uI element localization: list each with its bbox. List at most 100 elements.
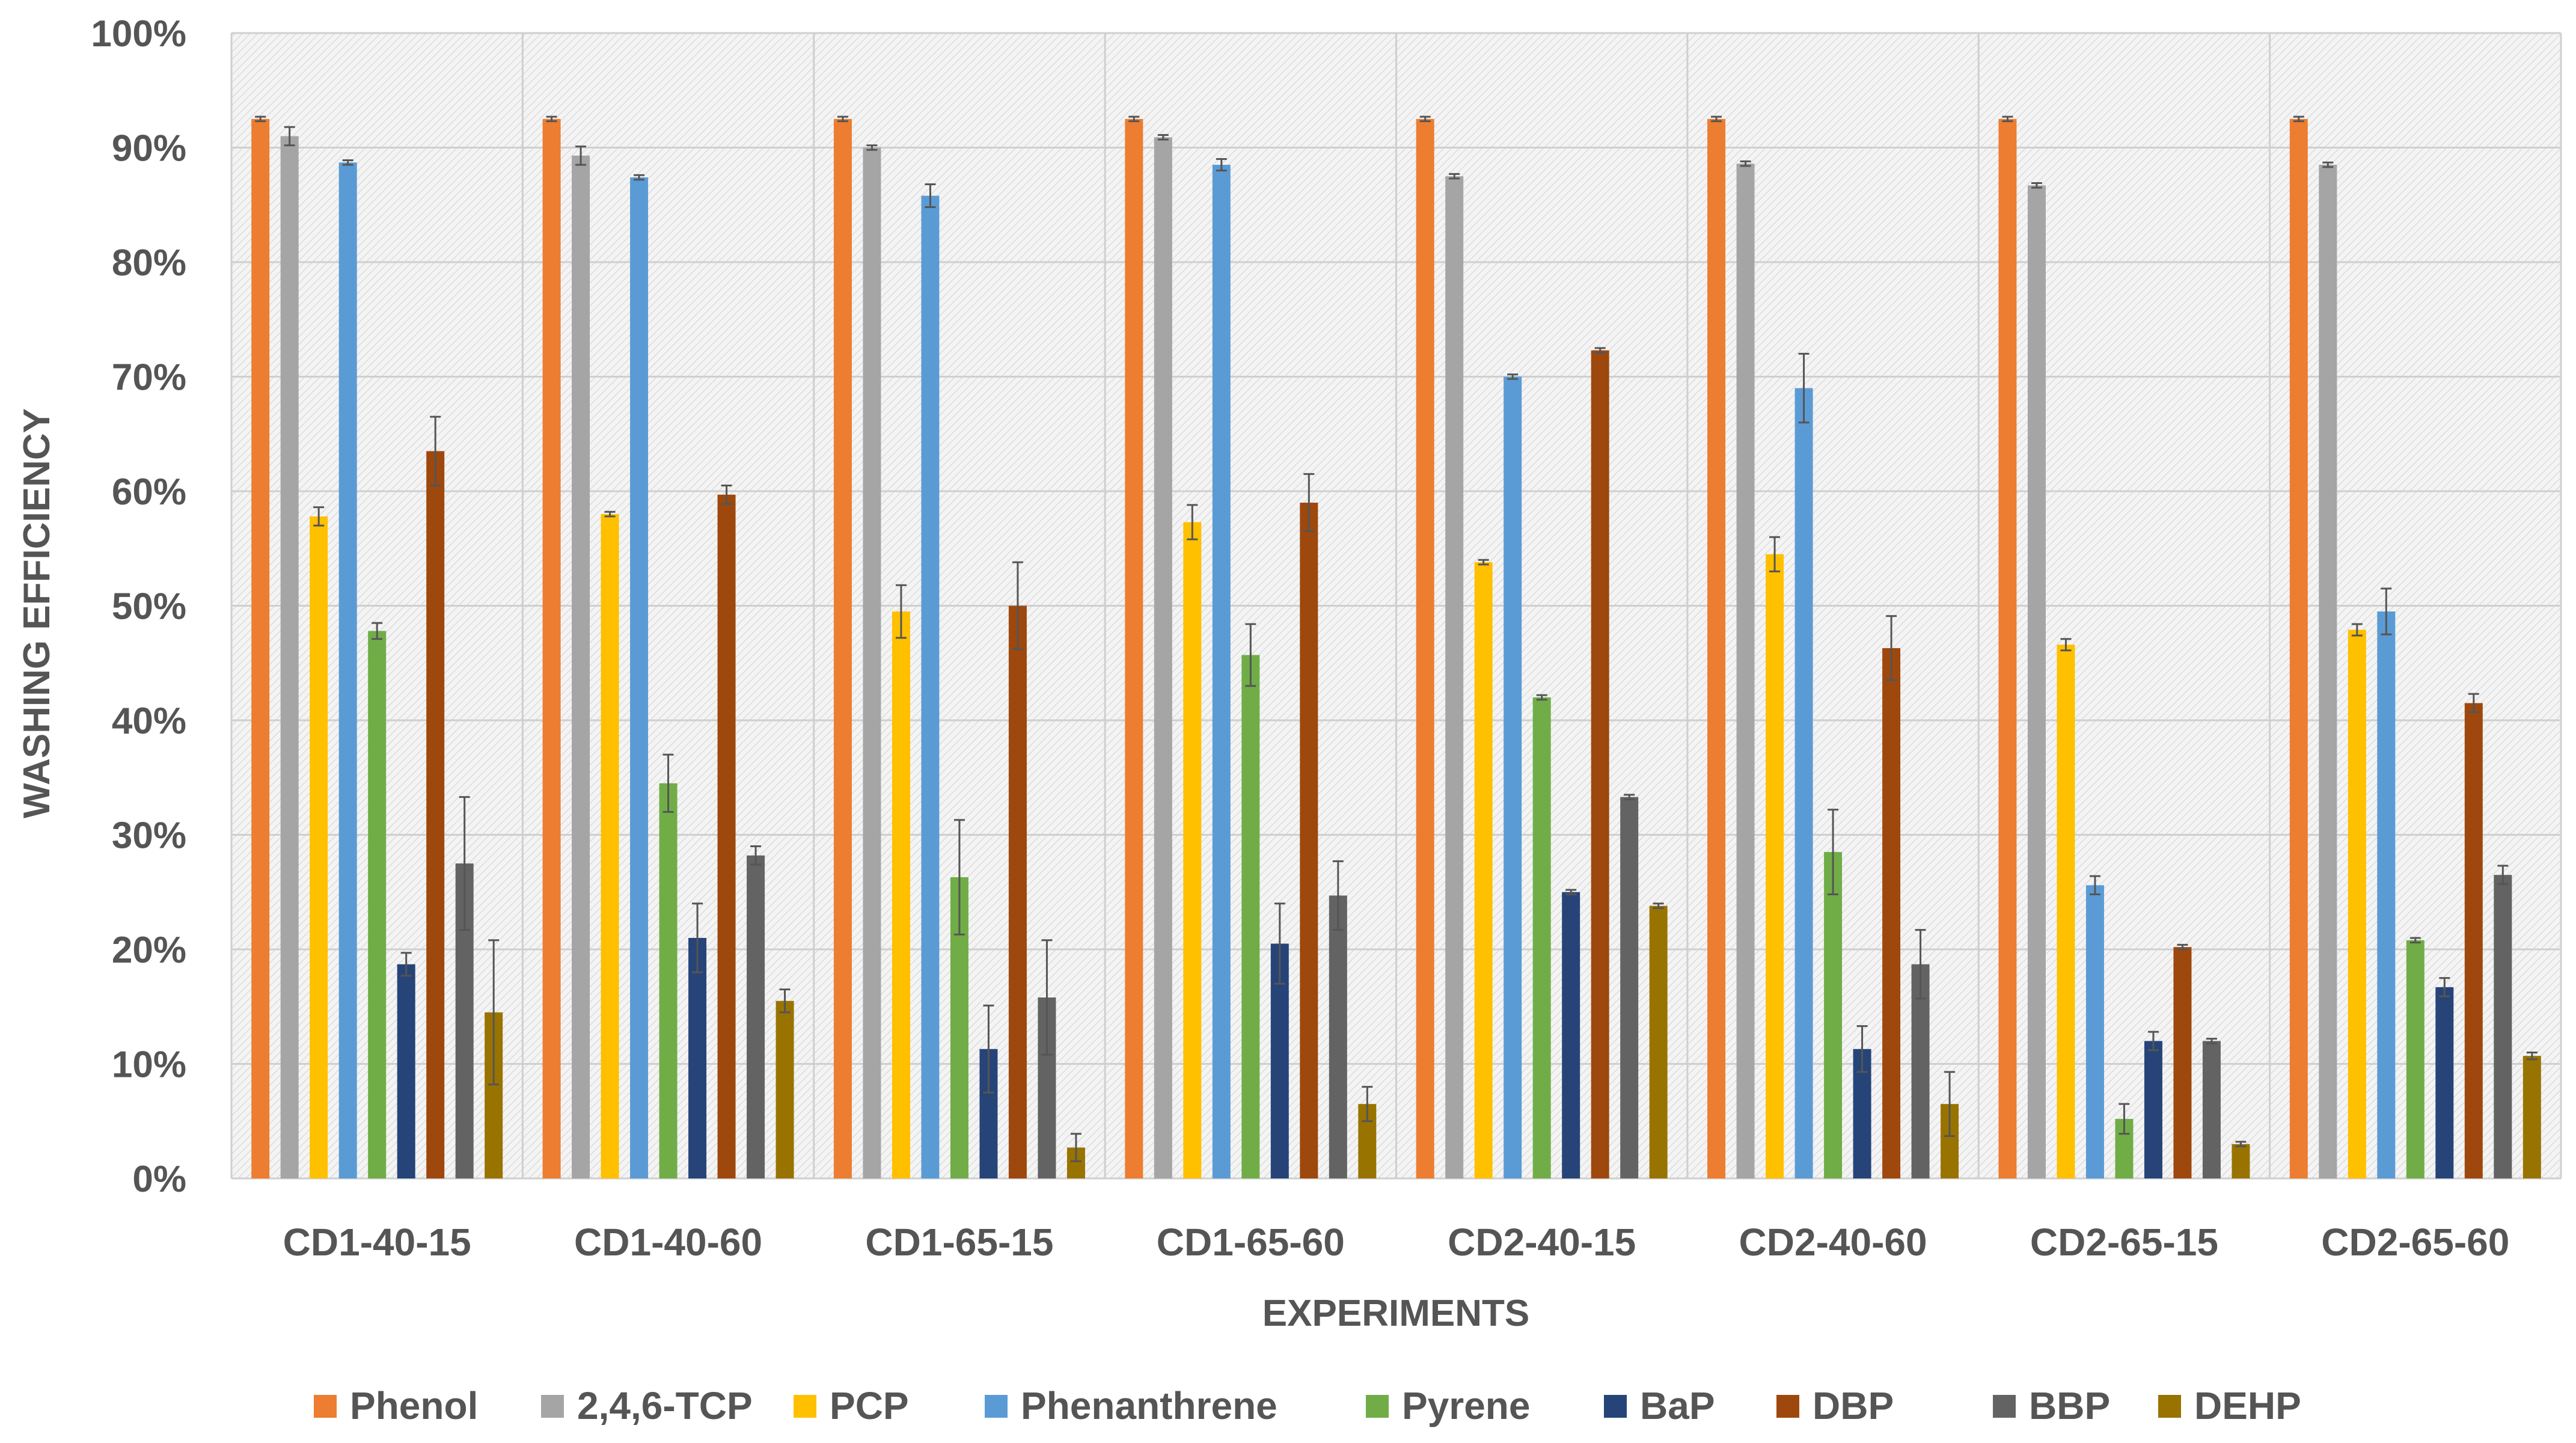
y-tick-label: 20% — [112, 930, 186, 971]
y-tick-label: 30% — [112, 815, 186, 857]
bar — [1794, 388, 1813, 1178]
legend-swatch — [985, 1395, 1008, 1418]
bar — [921, 195, 940, 1178]
x-tick-label: CD1-40-60 — [574, 1221, 762, 1264]
x-tick-label: CD2-40-15 — [1448, 1221, 1636, 1264]
bar — [833, 118, 852, 1178]
bar — [717, 494, 736, 1178]
bar — [1504, 376, 1522, 1178]
bar — [280, 136, 299, 1179]
bar — [863, 147, 881, 1178]
bar — [1474, 562, 1493, 1178]
bar — [542, 118, 561, 1178]
legend-swatch — [541, 1395, 564, 1418]
y-tick-label: 90% — [112, 128, 186, 170]
legend-label: DEHP — [2194, 1384, 2301, 1427]
legend-label: PCP — [830, 1384, 909, 1427]
bar — [1649, 905, 1668, 1178]
bar — [2348, 630, 2366, 1178]
bar — [1911, 964, 1930, 1178]
bar — [2232, 1144, 2250, 1178]
legend: Phenol 2,4,6-TCP PCP Phenanthrene Pyrene BaP D… — [314, 1384, 2301, 1427]
bar — [397, 964, 415, 1178]
bar — [2173, 947, 2192, 1178]
y-tick-label: 100% — [91, 13, 186, 55]
y-tick-label: 0% — [132, 1159, 186, 1200]
bar — [630, 177, 649, 1178]
bar — [776, 1000, 794, 1178]
bar — [1591, 350, 1609, 1178]
bar — [2522, 1056, 2541, 1178]
x-tick-label: CD1-65-15 — [865, 1221, 1053, 1264]
gridlines — [230, 32, 2562, 1180]
legend-label: Phenanthrene — [1021, 1384, 1277, 1427]
y-axis-title: WASHING EFFICIENCY — [16, 408, 58, 818]
x-tick-label: CD1-65-60 — [1157, 1221, 1345, 1264]
bar — [426, 451, 445, 1179]
legend-swatch — [2158, 1395, 2181, 1418]
bar — [1183, 522, 1202, 1178]
bar — [2085, 885, 2104, 1178]
bar — [1416, 118, 1434, 1178]
legend-label: BaP — [1640, 1384, 1715, 1427]
bar — [1824, 852, 1843, 1178]
y-tick-label: 10% — [112, 1044, 186, 1086]
legend-swatch — [1776, 1395, 1799, 1418]
x-tick-label: CD2-65-60 — [2321, 1221, 2509, 1264]
bar — [1766, 554, 1784, 1178]
bar — [2027, 185, 2046, 1178]
legend-swatch — [314, 1395, 337, 1418]
bar — [251, 118, 270, 1178]
bar — [1882, 648, 1901, 1178]
bar — [368, 631, 387, 1178]
bar — [2494, 875, 2512, 1178]
bar — [1998, 118, 2017, 1178]
bar — [572, 155, 590, 1179]
legend-swatch — [1366, 1395, 1389, 1418]
y-tick-label: 50% — [112, 586, 186, 628]
bar — [1445, 176, 1464, 1178]
bar — [1562, 892, 1580, 1178]
bar — [1300, 503, 1318, 1178]
bar — [2202, 1041, 2221, 1178]
legend-swatch — [1604, 1395, 1627, 1418]
bar — [1707, 118, 1726, 1178]
x-axis-title: EXPERIMENTS — [1262, 1293, 1529, 1334]
bars — [251, 115, 2541, 1179]
bar — [2464, 703, 2483, 1178]
bar — [1154, 137, 1172, 1179]
bar — [601, 514, 619, 1178]
bar — [1736, 164, 1755, 1178]
bar — [1241, 655, 1260, 1178]
bar — [1212, 165, 1231, 1179]
bar — [338, 162, 357, 1178]
bar — [1329, 895, 1347, 1178]
bar — [2057, 645, 2075, 1178]
bar — [747, 855, 765, 1178]
legend-swatch — [794, 1395, 816, 1418]
bar — [1125, 118, 1143, 1178]
y-tick-label: 80% — [112, 242, 186, 284]
bar — [2377, 611, 2396, 1178]
x-tick-label: CD1-40-15 — [283, 1221, 471, 1264]
bar — [688, 937, 707, 1178]
y-tick-label: 70% — [112, 357, 186, 399]
legend-label: DBP — [1813, 1384, 1894, 1427]
bar — [310, 516, 328, 1179]
y-tick-label: 60% — [112, 471, 186, 513]
x-tick-label: CD2-40-60 — [1739, 1221, 1927, 1264]
legend-label: Pyrene — [1402, 1384, 1530, 1427]
legend-swatch — [1993, 1395, 2016, 1418]
bar — [2435, 987, 2454, 1178]
bar — [1008, 605, 1027, 1178]
bar — [1620, 797, 1639, 1178]
bar — [2144, 1041, 2162, 1178]
bar — [1532, 697, 1551, 1178]
y-tick-label: 40% — [112, 700, 186, 742]
bar — [2319, 165, 2337, 1179]
y-axis-ticks: 0% 10% 20% 30% 40% 50% 60% 70% 80% 90% 100% — [91, 13, 186, 1200]
legend-label: 2,4,6-TCP — [577, 1384, 753, 1427]
bar — [2289, 118, 2308, 1178]
x-axis-ticks: CD1-40-15 CD1-40-60 CD1-65-15 CD1-65-60 CD2-… — [283, 1221, 2510, 1264]
